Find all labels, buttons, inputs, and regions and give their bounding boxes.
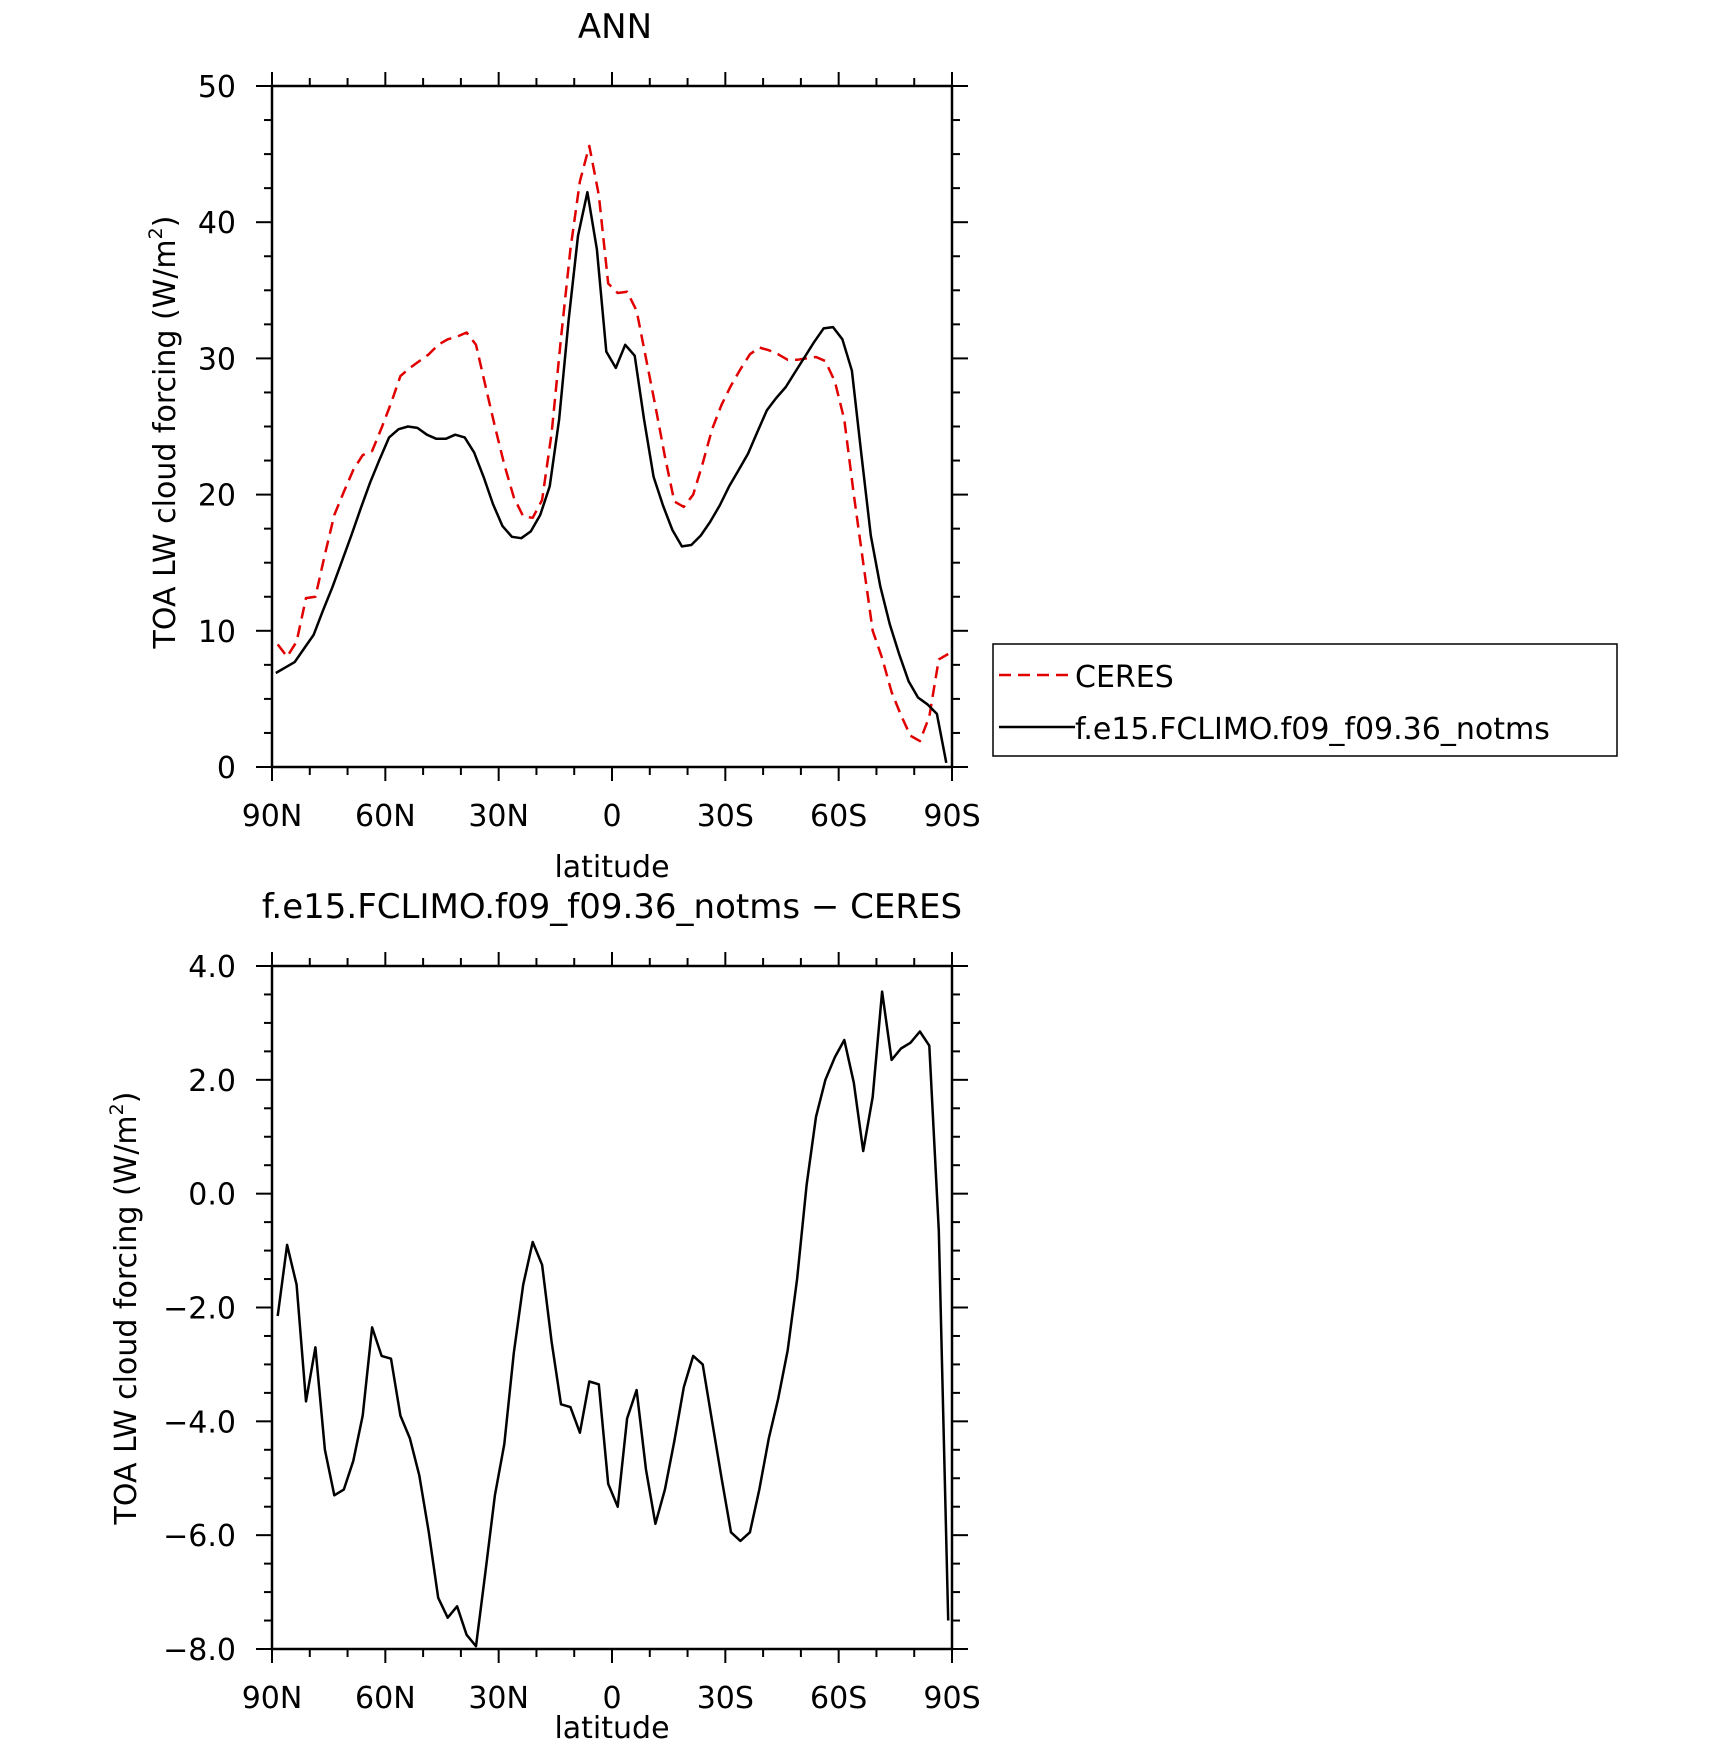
chart-title: ANN: [578, 7, 652, 47]
legend-label-model: f.e15.FCLIMO.f09_f09.36_notms: [1075, 712, 1550, 747]
y-tick-label: −8.0: [163, 1633, 236, 1668]
y-axis-label-close: ): [109, 1092, 144, 1104]
series-layer: [275, 144, 949, 764]
y-tick-label: −2.0: [163, 1292, 236, 1327]
x-tick-label: 30N: [468, 1681, 529, 1716]
x-axis-label: latitude: [554, 1711, 669, 1745]
chart-title: f.e15.FCLIMO.f09_f09.36_notms − CERES: [262, 887, 962, 927]
x-tick-label: 90N: [242, 1681, 303, 1716]
y-tick-labels: 0 10 20 30 40 50: [198, 70, 236, 786]
plot-frame: [270, 84, 954, 769]
axis-ticks: [256, 952, 968, 1663]
y-axis-label-text: TOA LW cloud forcing (W/m: [109, 1115, 144, 1525]
x-tick-label: 90S: [923, 799, 980, 834]
x-tick-label: 90N: [242, 799, 303, 834]
series-line-ceres: [276, 144, 949, 743]
x-tick-label: 60S: [810, 799, 867, 834]
y-axis-label-close: ): [148, 216, 183, 228]
legend-box: [992, 643, 1618, 757]
y-tick-label: 0.0: [188, 1178, 236, 1213]
x-axis-label: latitude: [554, 850, 669, 885]
x-tick-label: 0: [602, 799, 621, 834]
y-tick-label: 4.0: [188, 950, 236, 985]
x-tick-labels: 90N 60N 30N 0 30S 60S 90S: [242, 799, 981, 834]
y-tick-label: −4.0: [163, 1405, 236, 1440]
series-layer: [276, 990, 950, 1648]
y-axis-label: TOA LW cloud forcing (W/m2): [145, 216, 183, 650]
y-tick-labels: −8.0 −6.0 −4.0 −2.0 0.0 2.0 4.0: [163, 950, 236, 1668]
y-axis-label: TOA LW cloud forcing (W/m2): [106, 1092, 144, 1526]
climatology-panel: ANN TOA LW cloud forcing (W/m2) 90N 60N 30…: [145, 7, 1618, 885]
y-tick-label: 2.0: [188, 1064, 236, 1099]
y-tick-label: 30: [198, 342, 236, 377]
plot-frame: [270, 964, 954, 1651]
y-tick-label: 50: [198, 70, 236, 105]
x-tick-label: 30S: [697, 799, 754, 834]
x-tick-label: 30S: [697, 1681, 754, 1716]
y-tick-label: 0: [217, 751, 236, 786]
series-line-difference: [276, 990, 950, 1648]
x-tick-label: 60N: [355, 1681, 416, 1716]
series-line-f-e15-fclimo-f09-f09-36-notms: [275, 190, 948, 764]
svg-text:TOA LW cloud forcing (W/m2): TOA LW cloud forcing (W/m2): [145, 216, 183, 650]
x-tick-labels: 90N 60N 30N 0 30S 60S 90S: [242, 1681, 981, 1716]
difference-panel: f.e15.FCLIMO.f09_f09.36_notms − CERES TO…: [106, 887, 981, 1745]
y-tick-label: 10: [198, 615, 236, 650]
x-tick-label: 60S: [810, 1681, 867, 1716]
y-tick-label: −6.0: [163, 1519, 236, 1554]
legend: CERES f.e15.FCLIMO.f09_f09.36_notms: [992, 643, 1618, 757]
x-tick-label: 0: [602, 1681, 621, 1716]
y-axis-label-superscript: 2: [106, 1103, 128, 1115]
axis-ticks: [256, 72, 968, 781]
x-tick-label: 90S: [923, 1681, 980, 1716]
y-tick-label: 20: [198, 479, 236, 514]
y-axis-label-text: TOA LW cloud forcing (W/m: [148, 239, 183, 649]
legend-label-ceres: CERES: [1075, 660, 1174, 695]
y-axis-label-superscript: 2: [145, 227, 167, 239]
svg-text:TOA LW cloud forcing (W/m2): TOA LW cloud forcing (W/m2): [106, 1092, 144, 1526]
x-tick-label: 30N: [468, 799, 529, 834]
y-tick-label: 40: [198, 206, 236, 241]
x-tick-label: 60N: [355, 799, 416, 834]
